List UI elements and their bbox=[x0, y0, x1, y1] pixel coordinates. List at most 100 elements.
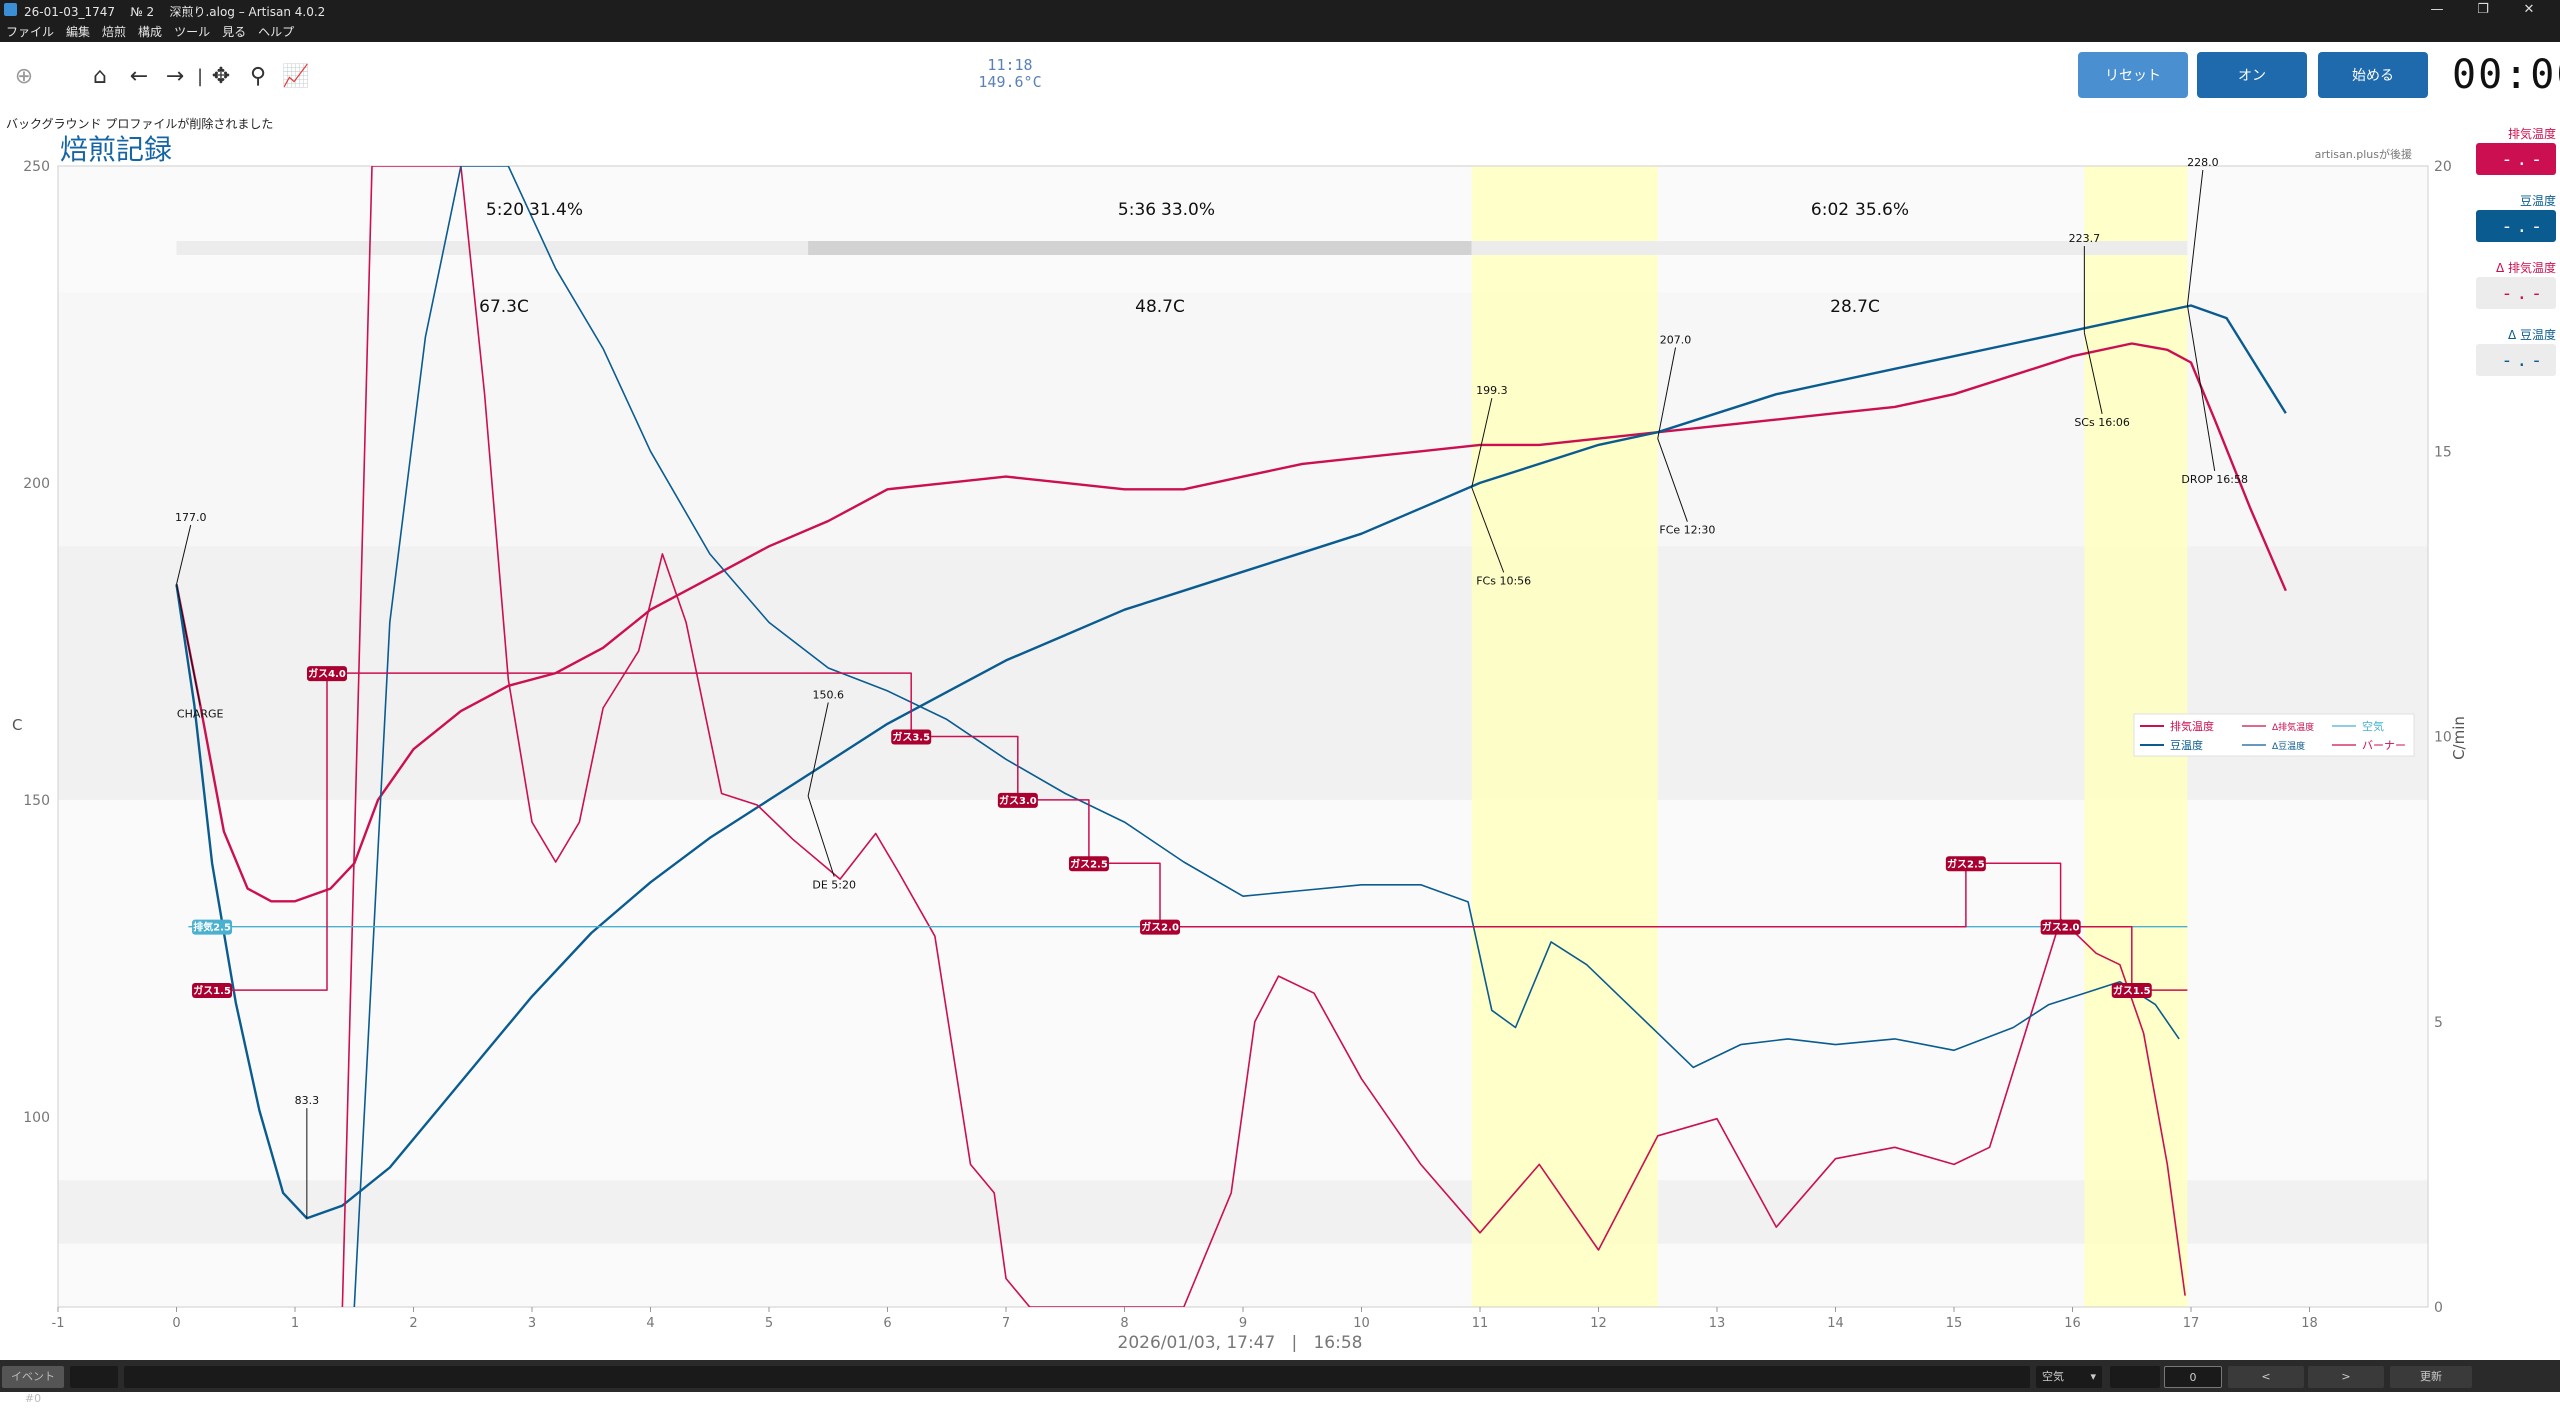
plot-frame bbox=[57, 165, 2429, 1308]
annotation-label: FCe 12:30 bbox=[1659, 524, 1715, 537]
close-button[interactable]: ✕ bbox=[2523, 2, 2535, 17]
phase3-time: 6:02 bbox=[1811, 200, 1849, 220]
event-flag-label: ガス1.5 bbox=[193, 984, 231, 997]
annotation-line bbox=[2186, 305, 2216, 472]
event-flag-label: ガス2.5 bbox=[1947, 857, 1985, 870]
add-circle-icon[interactable]: ⊕ bbox=[14, 64, 34, 89]
event-value-input[interactable]: 0 bbox=[2164, 1366, 2222, 1388]
annotation-label: SCs 16:06 bbox=[2074, 416, 2130, 429]
event-flag-label: ガス1.5 bbox=[2113, 984, 2151, 997]
x-tick-label: 16 bbox=[2064, 1316, 2081, 1331]
annotation-line bbox=[2083, 332, 2103, 415]
event-value-field[interactable] bbox=[2110, 1366, 2160, 1388]
x-tick-label: 17 bbox=[2183, 1316, 2200, 1331]
phase1-time: 5:20 bbox=[486, 200, 524, 220]
x-tick-label: 4 bbox=[646, 1316, 654, 1331]
menu-config[interactable]: 構成 bbox=[138, 25, 163, 39]
profile-title: 焙煎記録 bbox=[60, 133, 173, 166]
series-line-0 bbox=[175, 342, 2287, 903]
y-tick-label: 150 bbox=[23, 793, 50, 809]
event-flag bbox=[2111, 983, 2152, 999]
series-line-3 bbox=[353, 166, 2180, 1307]
event-flag bbox=[306, 666, 347, 682]
prev-event-button[interactable]: < bbox=[2228, 1366, 2304, 1388]
y-axis-label: C bbox=[12, 716, 22, 734]
back-arrow-icon[interactable]: ← bbox=[129, 64, 149, 89]
home-icon[interactable]: ⌂ bbox=[93, 64, 107, 89]
annotation-line bbox=[1657, 347, 1677, 439]
event-time-field[interactable] bbox=[70, 1366, 118, 1388]
event-flag bbox=[1140, 919, 1181, 935]
chart-background-bands bbox=[58, 166, 2428, 1307]
menu-help[interactable]: ヘルプ bbox=[258, 25, 295, 39]
annotation-value: 150.6 bbox=[813, 688, 845, 701]
title-bar: 26-01-03_1747 № 2 深煎り.alog – Artisan 4.0… bbox=[0, 0, 2560, 20]
menu-file[interactable]: ファイル bbox=[6, 25, 55, 39]
lcd-delta-bt-value: -.- bbox=[2476, 344, 2556, 376]
pan-move-icon[interactable]: ✥ bbox=[211, 64, 231, 89]
y2-tick-label: 20 bbox=[2434, 159, 2452, 175]
annotation-line bbox=[176, 524, 192, 585]
temperature-band bbox=[58, 546, 2428, 800]
x-tick-label: 8 bbox=[1120, 1316, 1128, 1331]
x-tick-label: 18 bbox=[2301, 1316, 2318, 1331]
on-button[interactable]: オン bbox=[2197, 52, 2307, 98]
y2-axis-label: C/min bbox=[2450, 716, 2468, 760]
menu-view[interactable]: 見る bbox=[222, 25, 247, 39]
annotation-value: 223.7 bbox=[2069, 232, 2101, 245]
x-tick-label: 6 bbox=[883, 1316, 891, 1331]
x-tick-label: 2 bbox=[409, 1316, 417, 1331]
event-flag bbox=[1068, 856, 1109, 872]
minimize-button[interactable]: — bbox=[2430, 2, 2444, 17]
legend-air: 空気 bbox=[2362, 719, 2384, 733]
x-tick-label: -1 bbox=[52, 1316, 65, 1331]
menu-tools[interactable]: ツール bbox=[174, 25, 211, 39]
y2-tick-label: 5 bbox=[2434, 1015, 2443, 1031]
annotation-line bbox=[2186, 169, 2204, 306]
annotation-line bbox=[807, 795, 835, 877]
y-tick-label: 250 bbox=[23, 159, 50, 175]
event-flag-label: ガス4.0 bbox=[308, 667, 346, 680]
annotation-label: DE 5:20 bbox=[812, 879, 856, 892]
chevron-down-icon: ▾ bbox=[2090, 1370, 2096, 1383]
phase3-pct: 35.6% bbox=[1855, 200, 1909, 220]
next-event-button[interactable]: > bbox=[2308, 1366, 2384, 1388]
event-flag-label: 排気2.5 bbox=[193, 921, 231, 934]
reset-button[interactable]: リセット bbox=[2078, 52, 2188, 98]
maximize-button[interactable]: ❐ bbox=[2477, 2, 2489, 17]
annotation-line bbox=[807, 702, 829, 797]
plot-area bbox=[58, 166, 2428, 1307]
event-flag bbox=[192, 919, 233, 935]
update-event-button[interactable]: 更新 bbox=[2390, 1366, 2472, 1388]
annotation-label: CHARGE bbox=[177, 707, 224, 720]
chart-line-icon[interactable]: 📈 bbox=[282, 64, 310, 89]
phase-highlight bbox=[1471, 166, 1658, 1307]
event-value-text: 0 bbox=[2189, 1371, 2197, 1384]
watermark-text: artisan.plusが後援 bbox=[2315, 147, 2412, 161]
menu-roast[interactable]: 焙煎 bbox=[102, 25, 127, 39]
menu-bar: ファイル 編集 焙煎 構成 ツール 見る ヘルプ bbox=[0, 20, 2560, 42]
menu-edit[interactable]: 編集 bbox=[66, 25, 91, 39]
series-line-2 bbox=[341, 166, 2186, 1307]
phase2-temp: 48.7C bbox=[1135, 297, 1185, 317]
zoom-magnifier-icon[interactable]: ⚲ bbox=[249, 64, 267, 89]
clock-readout: 11:18 149.6°C bbox=[940, 57, 1080, 91]
y2-tick-label: 10 bbox=[2434, 730, 2452, 746]
lcd-delta-et-value: -.- bbox=[2476, 277, 2556, 309]
event-description-field[interactable] bbox=[124, 1366, 2030, 1388]
event-flag-label: ガス3.0 bbox=[999, 794, 1037, 807]
start-button[interactable]: 始める bbox=[2318, 52, 2428, 98]
event-flag bbox=[2040, 919, 2081, 935]
event-type-select[interactable]: 空気 ▾ bbox=[2036, 1366, 2102, 1388]
event-flag-label: ガス2.0 bbox=[2042, 921, 2080, 934]
lcd-bt-label: 豆温度 bbox=[2519, 194, 2556, 208]
legend-delta-et: Δ排気温度 bbox=[2272, 721, 2314, 733]
x-tick-label: 11 bbox=[1472, 1316, 1489, 1331]
lcd-et-value: -.- bbox=[2476, 143, 2556, 175]
event-flag bbox=[1945, 856, 1986, 872]
event-flag-label: ガス2.5 bbox=[1070, 857, 1108, 870]
window-title: 26-01-03_1747 № 2 深煎り.alog – Artisan 4.0… bbox=[24, 5, 326, 19]
forward-arrow-icon[interactable]: → bbox=[165, 64, 185, 89]
y2-tick-label: 0 bbox=[2434, 1300, 2443, 1316]
